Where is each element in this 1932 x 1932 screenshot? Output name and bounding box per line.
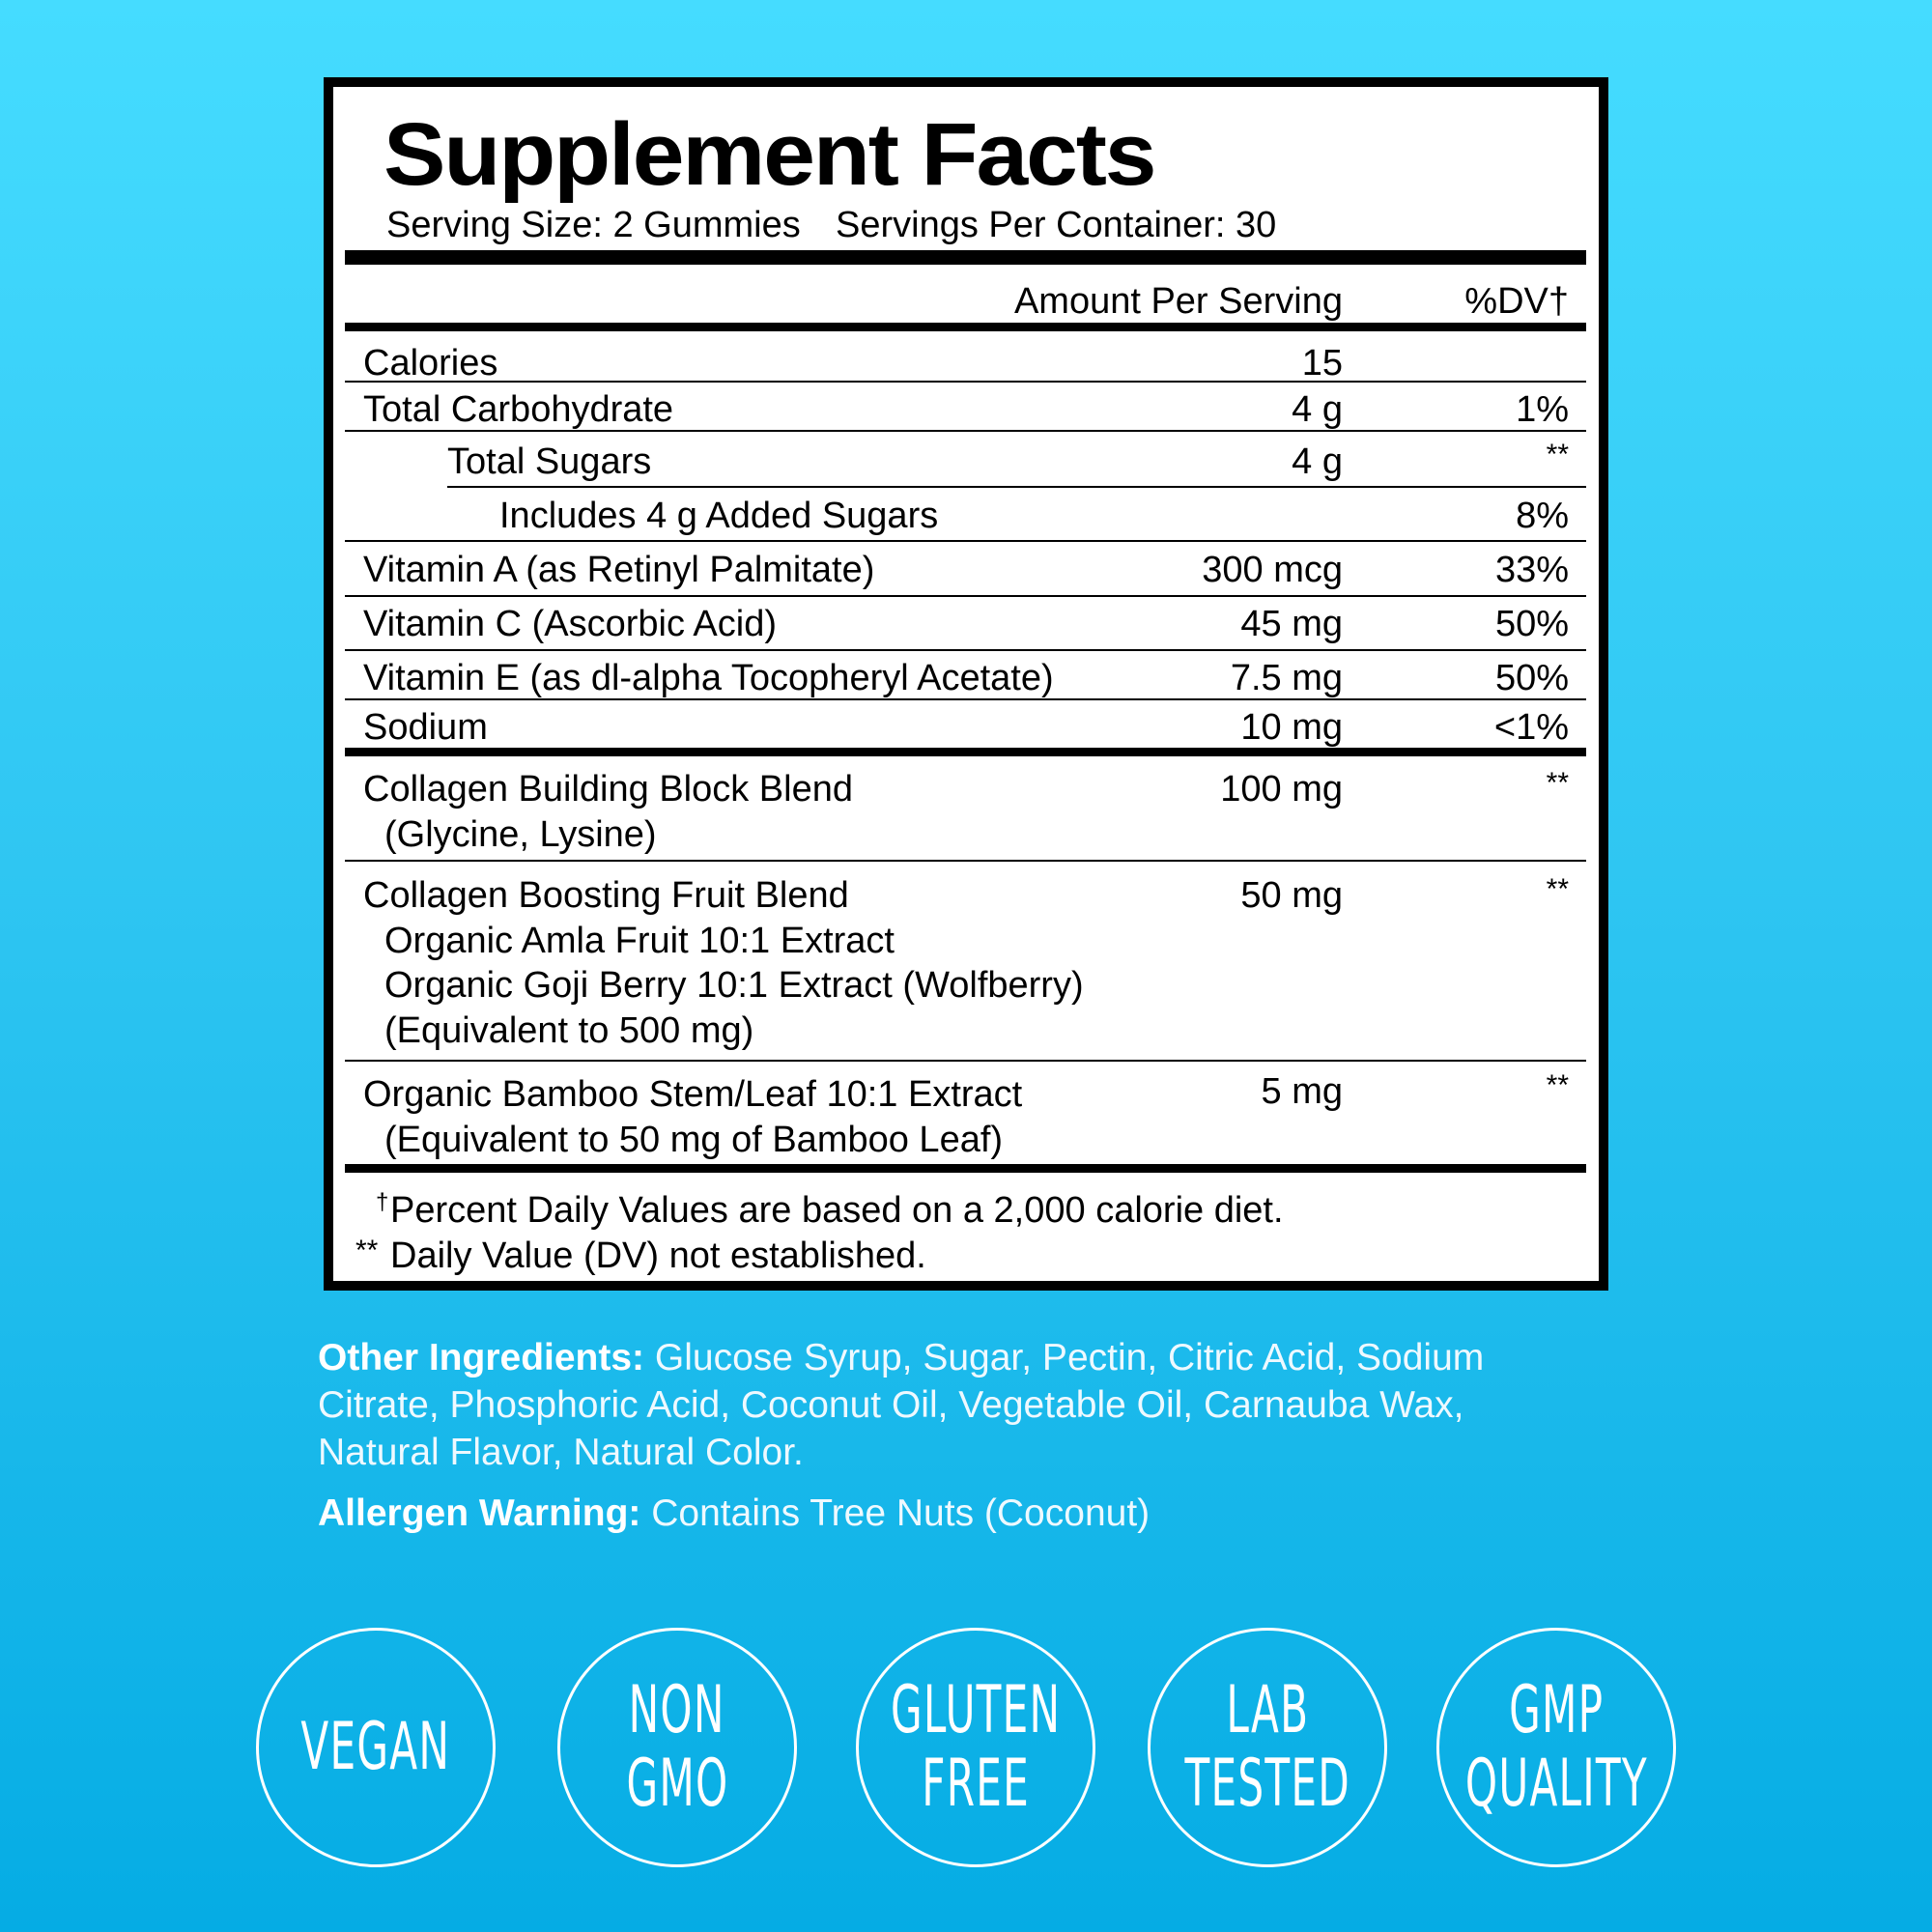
- row-amount: 100 mg: [1220, 769, 1343, 810]
- divider: [447, 486, 1586, 488]
- badge-text: TESTED: [1184, 1746, 1350, 1822]
- other-ingredients-text: Glucose Syrup, Sugar, Pectin, Citric Aci…: [654, 1337, 1485, 1378]
- row-label: Sodium: [363, 707, 488, 748]
- badge-lab-tested: LAB TESTED: [1148, 1628, 1387, 1867]
- row-dv: **: [1546, 1069, 1569, 1101]
- row-label: Total Carbohydrate: [363, 389, 674, 430]
- divider: [345, 698, 1586, 700]
- footnote-dv: Percent Daily Values are based on a 2,00…: [390, 1190, 1284, 1231]
- row-dv: 1%: [1516, 389, 1569, 430]
- divider: [345, 1164, 1586, 1173]
- other-ingredients-text: Natural Flavor, Natural Color.: [318, 1432, 804, 1473]
- row-dv: 33%: [1494, 550, 1569, 590]
- row-amount: 300 mcg: [1202, 550, 1343, 590]
- serving-size: Serving Size: 2 Gummies: [386, 205, 801, 245]
- badge-text: GLUTEN: [890, 1672, 1062, 1748]
- row-amount: 4 g: [1292, 441, 1343, 482]
- divider: [345, 250, 1586, 265]
- divider: [345, 860, 1586, 862]
- servings-per-container: Servings Per Container: 30: [836, 205, 1277, 245]
- allergen-text: Contains Tree Nuts (Coconut): [651, 1492, 1151, 1534]
- row-dv: 50%: [1494, 658, 1569, 698]
- badge-gmp-quality: GMP QUALITY: [1436, 1628, 1676, 1867]
- row-sub-label: Organic Amla Fruit 10:1 Extract: [384, 921, 895, 961]
- row-sub-label: Organic Goji Berry 10:1 Extract (Wolfber…: [384, 965, 1084, 1006]
- badge-text: QUALITY: [1464, 1746, 1648, 1822]
- row-label: Collagen Boosting Fruit Blend: [363, 875, 849, 916]
- row-amount: 5 mg: [1261, 1071, 1343, 1112]
- badge-text: FREE: [922, 1746, 1030, 1822]
- divider: [345, 748, 1586, 756]
- row-amount: 45 mg: [1240, 604, 1343, 644]
- badge-text: GMP: [1508, 1672, 1605, 1748]
- allergen-label: Allergen Warning:: [318, 1492, 641, 1534]
- footnote-not-established: Daily Value (DV) not established.: [390, 1236, 926, 1276]
- row-dv: **: [1546, 767, 1569, 799]
- other-ingredients-line: Other Ingredients: Glucose Syrup, Sugar,…: [318, 1339, 1484, 1378]
- divider: [345, 540, 1586, 542]
- row-sub-label: (Equivalent to 50 mg of Bamboo Leaf): [384, 1120, 1004, 1160]
- row-label: Vitamin A (as Retinyl Palmitate): [363, 550, 875, 590]
- divider: [345, 381, 1586, 383]
- stars-symbol: **: [355, 1235, 379, 1266]
- amount-header: Amount Per Serving: [1013, 281, 1343, 322]
- badge-non-gmo: NON GMO: [557, 1628, 797, 1867]
- row-dv: 8%: [1516, 496, 1569, 536]
- badge-text: NON: [628, 1672, 725, 1748]
- panel-title: Supplement Facts: [384, 105, 1157, 204]
- other-ingredients-text: Citrate, Phosphoric Acid, Coconut Oil, V…: [318, 1384, 1464, 1426]
- badge-vegan: VEGAN: [256, 1628, 496, 1867]
- row-label: Collagen Building Block Blend: [363, 769, 853, 810]
- badge-text: LAB: [1226, 1672, 1309, 1748]
- allergen-warning: Allergen Warning: Contains Tree Nuts (Co…: [318, 1494, 1150, 1533]
- row-label: Includes 4 g Added Sugars: [499, 496, 939, 536]
- row-dv: **: [1546, 873, 1569, 905]
- badge-text: GMO: [626, 1746, 728, 1822]
- badge-text: VEGAN: [300, 1709, 451, 1785]
- divider: [345, 323, 1586, 331]
- row-label: Vitamin E (as dl-alpha Tocopheryl Acetat…: [363, 658, 1054, 698]
- supplement-facts-panel: Supplement Facts Serving Size: 2 Gummies…: [324, 77, 1608, 1291]
- dagger-symbol: †: [376, 1189, 389, 1215]
- row-label: Organic Bamboo Stem/Leaf 10:1 Extract: [363, 1074, 1023, 1115]
- row-amount: 7.5 mg: [1230, 658, 1343, 698]
- row-dv: <1%: [1493, 707, 1569, 748]
- row-label: Total Sugars: [447, 441, 652, 482]
- badge-gluten-free: GLUTEN FREE: [856, 1628, 1095, 1867]
- divider: [345, 1060, 1586, 1062]
- divider: [345, 595, 1586, 597]
- dv-header: %DV†: [1464, 281, 1569, 322]
- row-amount: 50 mg: [1240, 875, 1343, 916]
- other-ingredients-label: Other Ingredients:: [318, 1337, 645, 1378]
- row-sub-label: (Equivalent to 500 mg): [384, 1010, 754, 1051]
- divider: [345, 430, 1586, 432]
- row-label: Vitamin C (Ascorbic Acid): [363, 604, 777, 644]
- row-dv: **: [1546, 439, 1569, 470]
- row-label: Calories: [363, 343, 498, 384]
- row-sub-label: (Glycine, Lysine): [384, 814, 657, 855]
- row-dv: 50%: [1494, 604, 1569, 644]
- row-amount: 15: [1301, 343, 1343, 384]
- row-amount: 4 g: [1292, 389, 1343, 430]
- row-amount: 10 mg: [1240, 707, 1343, 748]
- divider: [345, 649, 1586, 651]
